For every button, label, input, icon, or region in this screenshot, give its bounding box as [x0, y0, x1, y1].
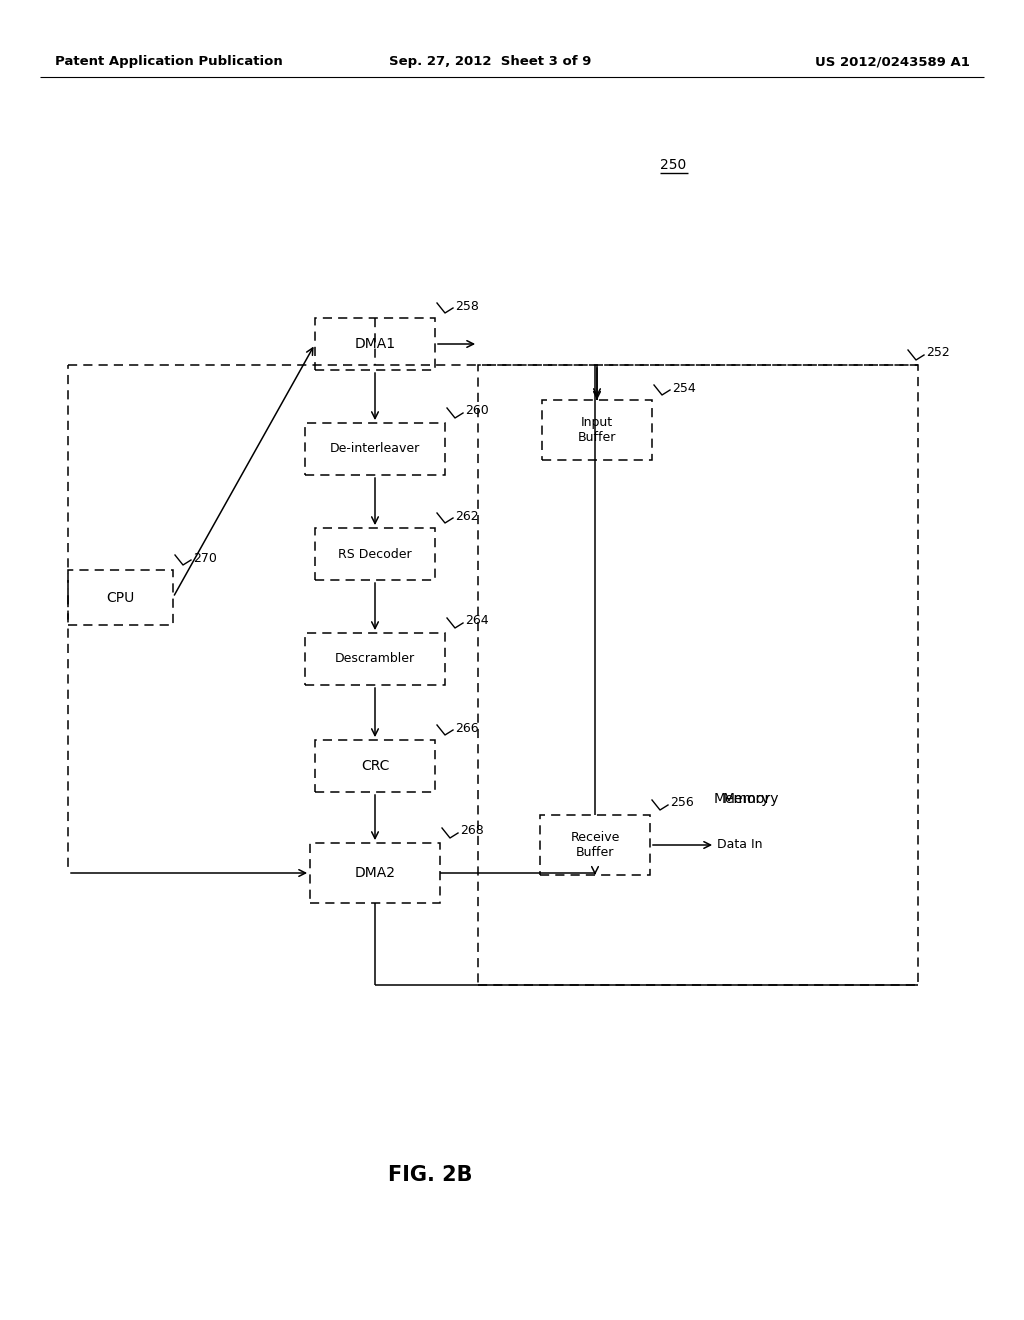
Text: 266: 266: [455, 722, 478, 734]
Text: 250: 250: [660, 158, 686, 172]
Text: 268: 268: [460, 825, 483, 837]
Text: 264: 264: [465, 615, 488, 627]
Text: 260: 260: [465, 404, 488, 417]
Text: 258: 258: [455, 300, 479, 313]
Text: Input
Buffer: Input Buffer: [578, 416, 616, 444]
Text: US 2012/0243589 A1: US 2012/0243589 A1: [815, 55, 970, 69]
Text: DMA1: DMA1: [354, 337, 395, 351]
Bar: [315, 318, 435, 370]
Bar: [68, 570, 173, 624]
Bar: [478, 366, 918, 985]
Bar: [305, 634, 445, 685]
Text: 254: 254: [672, 381, 695, 395]
Text: FIG. 2B: FIG. 2B: [388, 1166, 472, 1185]
Text: Memory: Memory: [723, 792, 779, 807]
Text: CPU: CPU: [106, 590, 134, 605]
Text: 252: 252: [926, 346, 949, 359]
Bar: [540, 814, 650, 875]
Text: 256: 256: [670, 796, 693, 809]
Bar: [542, 400, 652, 459]
Text: CRC: CRC: [360, 759, 389, 774]
Text: Patent Application Publication: Patent Application Publication: [55, 55, 283, 69]
Text: DMA2: DMA2: [354, 866, 395, 880]
Text: Sep. 27, 2012  Sheet 3 of 9: Sep. 27, 2012 Sheet 3 of 9: [389, 55, 591, 69]
Text: 262: 262: [455, 510, 478, 523]
Text: Memory: Memory: [714, 792, 770, 807]
Text: RS Decoder: RS Decoder: [338, 548, 412, 561]
Text: 270: 270: [193, 552, 217, 565]
Text: De-interleaver: De-interleaver: [330, 442, 420, 455]
Bar: [315, 741, 435, 792]
Bar: [305, 422, 445, 475]
Text: Descrambler: Descrambler: [335, 652, 415, 665]
Text: Data In: Data In: [717, 838, 763, 851]
Bar: [315, 528, 435, 579]
Bar: [310, 843, 440, 903]
Text: Receive
Buffer: Receive Buffer: [570, 832, 620, 859]
